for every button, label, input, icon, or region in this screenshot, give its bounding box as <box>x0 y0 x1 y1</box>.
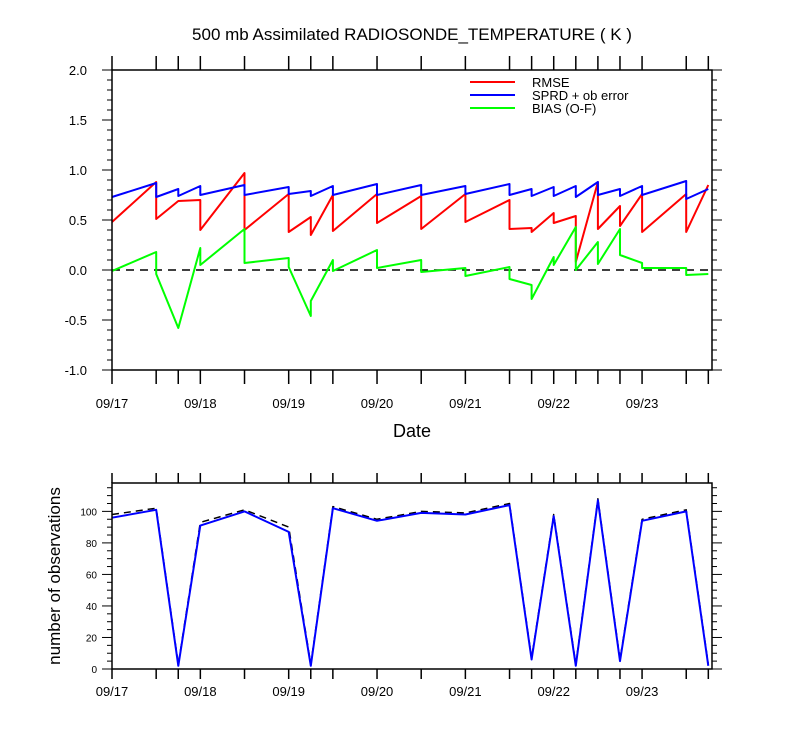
obs-x-tick-label: 09/22 <box>537 684 570 699</box>
y-tick-labels: 2.0 1.5 1.0 0.5 0.0 -0.5 -1.0 <box>65 63 87 378</box>
observations-y-tick-labels: 0 20 40 60 80 100 <box>80 507 97 676</box>
obs-y-tick-label: 0 <box>91 665 97 676</box>
x-tick-label: 09/21 <box>449 396 482 411</box>
series-line-rmse <box>111 172 710 263</box>
obs-x-tick-label: 09/20 <box>361 684 394 699</box>
obs-y-tick-label: 20 <box>86 633 98 644</box>
bottom-plot-frame <box>111 482 713 670</box>
top-chart: 500 mb Assimilated RADIOSONDE_TEMPERATUR… <box>65 25 722 441</box>
y-tick-label: 0.5 <box>69 213 87 228</box>
obs-x-tick-label: 09/21 <box>449 684 482 699</box>
x-tick-label: 09/19 <box>272 396 305 411</box>
obs-y-tick-label: 100 <box>80 507 97 518</box>
obs-x-tick-label: 09/23 <box>626 684 659 699</box>
legend-item: BIAS (O-F) <box>470 101 596 116</box>
obs-series-line-total-observations <box>111 498 710 666</box>
top-plot-frame <box>111 69 713 371</box>
obs-x-tick-label: 09/18 <box>184 684 217 699</box>
legend-item: RMSE <box>470 75 570 90</box>
observations-x-tick-labels: 09/17 09/18 09/19 09/20 09/21 09/22 09/23 <box>96 684 659 699</box>
legend-label: RMSE <box>532 75 570 90</box>
series-line-bias-o-f- <box>111 226 709 329</box>
obs-x-tick-label: 09/19 <box>272 684 305 699</box>
obs-y-tick-label: 40 <box>86 602 98 613</box>
legend-label: BIAS (O-F) <box>532 101 596 116</box>
x-tick-label: 09/22 <box>537 396 570 411</box>
legend-item: SPRD + ob error <box>470 88 629 103</box>
y-tick-label: -0.5 <box>65 313 87 328</box>
chart-title: 500 mb Assimilated RADIOSONDE_TEMPERATUR… <box>192 25 632 44</box>
obs-y-tick-label: 60 <box>86 570 98 581</box>
obs-series-line-assimilated-observations <box>111 499 710 667</box>
y-tick-label: 0.0 <box>69 263 87 278</box>
observations-y-axis-label: number of observations <box>45 487 64 665</box>
bottom-chart: number of observations 0 20 40 60 80 100 09/1… <box>45 473 722 699</box>
x-tick-labels: 09/17 09/18 09/19 09/20 09/21 09/22 09/23 <box>96 396 659 411</box>
bottom-series-lines <box>111 498 710 667</box>
y-tick-label: 2.0 <box>69 63 87 78</box>
top-series-lines <box>111 172 710 329</box>
bottom-axis-ticks <box>102 473 722 679</box>
y-tick-label: 1.0 <box>69 163 87 178</box>
y-tick-label: 1.5 <box>69 113 87 128</box>
top-axis-ticks <box>102 56 722 384</box>
x-tick-label: 09/18 <box>184 396 217 411</box>
y-tick-label: -1.0 <box>65 363 87 378</box>
x-tick-label: 09/17 <box>96 396 129 411</box>
x-tick-label: 09/23 <box>626 396 659 411</box>
obs-x-tick-label: 09/17 <box>96 684 129 699</box>
x-axis-label: Date <box>393 421 431 441</box>
series-line-sprd-ob-error <box>111 180 709 200</box>
x-tick-label: 09/20 <box>361 396 394 411</box>
legend-label: SPRD + ob error <box>532 88 629 103</box>
obs-y-tick-label: 80 <box>86 539 98 550</box>
